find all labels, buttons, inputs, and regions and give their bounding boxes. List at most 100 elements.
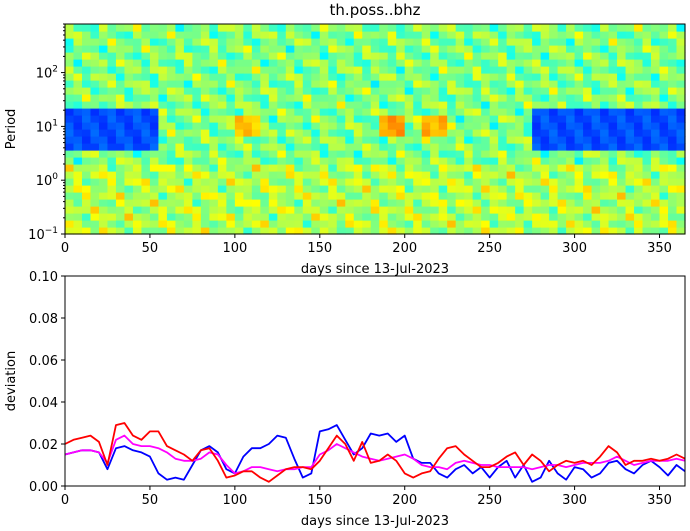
heatmap-cell	[583, 185, 593, 193]
heatmap-cell	[124, 143, 134, 151]
heatmap-cell	[115, 108, 126, 116]
heatmap-cell	[175, 101, 185, 109]
heatmap-cell	[438, 31, 448, 39]
heatmap-cell	[506, 115, 516, 123]
heatmap-cell	[353, 150, 363, 158]
heatmap-cell	[73, 87, 83, 95]
heatmap-cell	[455, 73, 465, 81]
heatmap-cell	[251, 73, 261, 81]
heatmap-cell	[175, 157, 185, 165]
heatmap-cell	[311, 52, 321, 60]
heatmap-cell	[523, 213, 533, 221]
heatmap-cell	[447, 136, 457, 144]
heatmap-cell	[430, 45, 440, 53]
heatmap-cell	[362, 94, 372, 102]
heatmap-cell	[200, 59, 210, 67]
heatmap-cell	[141, 101, 151, 109]
heatmap-cell	[166, 38, 177, 46]
heatmap-cell	[498, 171, 508, 179]
heatmap-cell	[217, 213, 227, 221]
heatmap-cell	[506, 164, 516, 172]
heatmap-cell	[192, 59, 202, 67]
heatmap-cell	[506, 24, 516, 32]
line-x-tick-label: 250	[477, 493, 502, 508]
heatmap-cell	[98, 80, 109, 88]
heatmap-cell	[115, 24, 126, 32]
heatmap-cell	[319, 227, 329, 235]
heatmap-cell	[387, 122, 397, 130]
heatmap-cell	[413, 66, 423, 74]
heatmap-cell	[625, 129, 635, 137]
heatmap-cell	[668, 136, 678, 144]
heatmap-cell	[158, 164, 168, 172]
heatmap-cell	[574, 87, 584, 95]
heatmap-cell	[430, 24, 440, 32]
heatmap-cell	[591, 115, 601, 123]
heatmap-cell	[489, 45, 499, 53]
heatmap-cell	[489, 171, 499, 179]
heatmap-cell	[608, 115, 618, 123]
heatmap-cell	[404, 227, 414, 235]
heatmap-cell	[234, 220, 244, 228]
heatmap-cell	[311, 227, 321, 235]
heatmap-cell	[209, 192, 219, 200]
heatmap-cell	[676, 38, 686, 46]
heatmap-cell	[328, 129, 338, 137]
heatmap-cell	[651, 213, 661, 221]
heatmap-cell	[124, 101, 134, 109]
heatmap-cell	[268, 59, 278, 67]
heatmap-cell	[523, 52, 533, 60]
heatmap-cell	[260, 206, 270, 214]
heatmap-cell	[455, 24, 465, 32]
heatmap-cell	[158, 227, 168, 235]
heatmap-cell	[294, 164, 304, 172]
heatmap-cell	[294, 136, 304, 144]
heatmap-cell	[379, 136, 389, 144]
heatmap-cell	[447, 213, 457, 221]
heatmap-cell	[251, 52, 261, 60]
heatmap-cell	[294, 24, 304, 32]
heatmap-cell	[149, 213, 160, 221]
heatmap-cell	[336, 171, 346, 179]
heatmap-cell	[234, 157, 244, 165]
heatmap-cell	[634, 115, 644, 123]
heatmap-cell	[234, 52, 244, 60]
heatmap-cell	[574, 143, 584, 151]
heatmap-cell	[668, 157, 678, 165]
heatmap-cell	[209, 122, 219, 130]
heatmap-cell	[311, 213, 321, 221]
heatmap-cell	[523, 129, 533, 137]
heatmap-cell	[574, 66, 584, 74]
heatmap-cell	[532, 101, 542, 109]
heatmap-cell	[549, 115, 559, 123]
heatmap-cell	[132, 108, 143, 116]
heatmap-cell	[413, 143, 423, 151]
heatmap-cell	[625, 185, 635, 193]
heatmap-cell	[651, 108, 661, 116]
heatmap-cell	[634, 178, 644, 186]
heatmap-cell	[540, 52, 550, 60]
heatmap-cell	[115, 185, 126, 193]
heatmap-cell	[668, 129, 678, 137]
heatmap-cell	[625, 31, 635, 39]
heatmap-cell	[251, 199, 261, 207]
heatmap-cell	[209, 45, 219, 53]
heatmap-cell	[217, 150, 227, 158]
heatmap-cell	[319, 45, 329, 53]
heatmap-cell	[294, 192, 304, 200]
heatmap-cell	[260, 157, 270, 165]
heatmap-cell	[396, 115, 406, 123]
heatmap-cell	[566, 178, 576, 186]
heatmap-cell	[557, 101, 567, 109]
heatmap-cell	[107, 129, 117, 137]
heatmap-cell	[676, 143, 686, 151]
heatmap-cell	[115, 129, 126, 137]
heatmap-cell	[302, 31, 312, 39]
heatmap-cell	[413, 73, 423, 81]
heatmap-cell	[302, 101, 312, 109]
heatmap-cell	[353, 143, 363, 151]
heatmap-cell	[319, 52, 329, 60]
heatmap-cell	[285, 206, 295, 214]
heatmap-cell	[200, 136, 210, 144]
heatmap-cell	[268, 122, 278, 130]
